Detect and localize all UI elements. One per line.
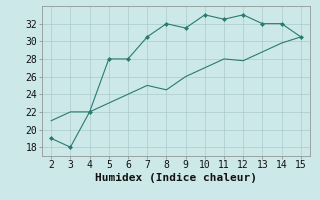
X-axis label: Humidex (Indice chaleur): Humidex (Indice chaleur) — [95, 173, 257, 183]
